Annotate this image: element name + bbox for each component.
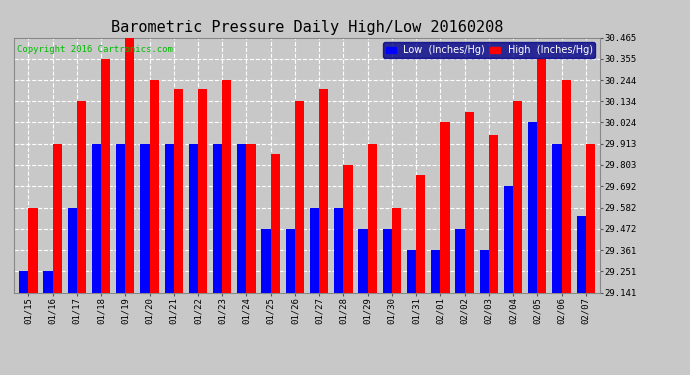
Bar [246,144,256,292]
Bar [189,144,198,292]
Bar [464,112,474,292]
Bar [150,80,159,292]
Bar [140,144,150,292]
Bar [77,101,86,292]
Bar [164,144,174,292]
Bar [222,80,231,292]
Bar [504,186,513,292]
Bar [334,208,344,292]
Bar [586,144,595,292]
Bar [392,208,401,292]
Bar [310,208,319,292]
Bar [19,272,28,292]
Bar [358,229,368,292]
Bar [577,216,586,292]
Bar [92,144,101,292]
Bar [270,154,280,292]
Bar [68,208,77,292]
Bar [440,122,450,292]
Bar [213,144,222,292]
Bar [552,144,562,292]
Bar [295,101,304,292]
Bar [116,144,126,292]
Bar [383,229,392,292]
Bar [262,229,270,292]
Bar [52,144,62,292]
Bar [528,122,538,292]
Bar [431,250,440,292]
Title: Barometric Pressure Daily High/Low 20160208: Barometric Pressure Daily High/Low 20160… [111,20,503,35]
Bar [368,144,377,292]
Bar [126,38,135,292]
Bar [286,229,295,292]
Bar [480,250,489,292]
Bar [237,144,246,292]
Bar [174,88,183,292]
Bar [344,165,353,292]
Bar [513,101,522,292]
Bar [416,175,425,292]
Text: Copyright 2016 Cartronics.com: Copyright 2016 Cartronics.com [17,45,172,54]
Bar [28,208,37,292]
Bar [407,250,416,292]
Bar [562,80,571,292]
Bar [319,88,328,292]
Bar [489,135,498,292]
Legend: Low  (Inches/Hg), High  (Inches/Hg): Low (Inches/Hg), High (Inches/Hg) [383,42,595,58]
Bar [101,58,110,292]
Bar [455,229,464,292]
Bar [198,88,207,292]
Bar [538,58,546,292]
Bar [43,272,52,292]
